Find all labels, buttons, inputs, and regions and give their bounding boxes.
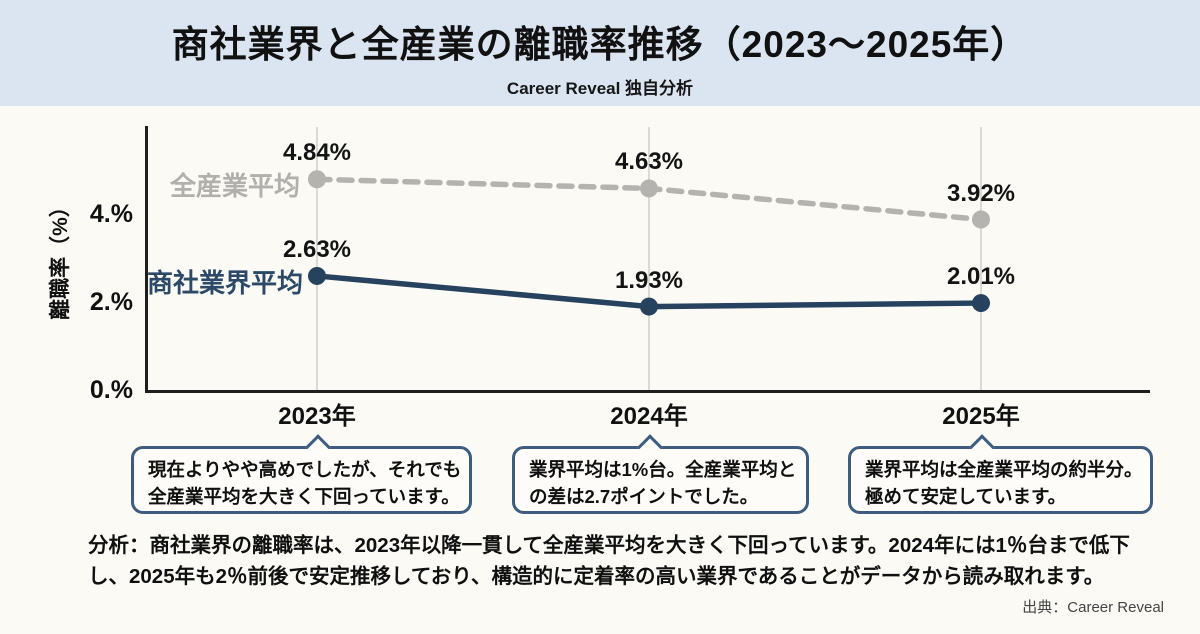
- callout-text: の差は2.7ポイントでした。: [529, 485, 759, 507]
- callout-text: 業界平均は全産業平均の約半分。: [865, 459, 1143, 480]
- data-point-label: 3.92%: [946, 179, 1016, 207]
- analysis-line: 分析：商社業界の離職率は、2023年以降一貫して全産業平均を大きく下回っています…: [88, 534, 1130, 557]
- x-tick-label-2023: 2023年: [278, 403, 356, 430]
- data-point-label: 4.84%: [282, 139, 352, 167]
- y-axis-line: [145, 126, 148, 392]
- gridline-2024: [648, 127, 650, 391]
- y-axis-title: 離職率（%）: [49, 196, 72, 320]
- data-point-label: 2.01%: [946, 263, 1016, 291]
- data-point-label: 1.93%: [614, 266, 684, 294]
- analysis-line: し、2025年も2％前後で安定推移しており、構造的に定着率の高い業界であることが…: [88, 564, 1105, 588]
- callout-2024: 業界平均は1%台。全産業平均と の差は2.7ポイントでした。: [512, 434, 809, 514]
- y-tick-label: 2.%: [89, 288, 133, 316]
- gridline-2023: [316, 127, 318, 391]
- gridline-2025: [980, 127, 982, 391]
- callout-text: 業界平均は1%台。全産業平均と: [529, 459, 797, 480]
- data-point-label: 2.63%: [282, 235, 352, 263]
- source-credit: 出典：Career Reveal: [1022, 599, 1164, 616]
- callout-2023: 現在よりやや高めでしたが、それでも 全産業平均を大きく下回っています。: [131, 434, 472, 514]
- header: 商社業界と全産業の離職率推移（2023〜2025年） Career Reveal…: [0, 0, 1200, 106]
- legend-label-trading-industry: 商社業界平均: [146, 268, 303, 298]
- y-tick-label: 0.%: [89, 376, 133, 404]
- analysis-paragraph: 分析：商社業界の離職率は、2023年以降一貫して全産業平均を大きく下回っています…: [88, 531, 1130, 593]
- page-subtitle: Career Reveal 独自分析: [506, 79, 694, 98]
- page-title: 商社業界と全産業の離職率推移（2023〜2025年）: [171, 24, 1029, 65]
- x-axis-line: [145, 390, 1150, 393]
- y-tick-label: 4.%: [89, 200, 133, 228]
- x-tick-label-2025: 2025年: [942, 403, 1020, 430]
- x-tick-label-2024: 2024年: [610, 403, 688, 430]
- callout-text: 極めて安定しています。: [865, 485, 1067, 507]
- callout-text: 現在よりやや高めでしたが、それでも: [148, 459, 462, 480]
- legend-label-all-industry: 全産業平均: [169, 171, 300, 201]
- callout-2025: 業界平均は全産業平均の約半分。 極めて安定しています。: [848, 434, 1153, 514]
- callout-text: 全産業平均を大きく下回っています。: [148, 485, 460, 507]
- data-point-label: 4.63%: [614, 148, 684, 176]
